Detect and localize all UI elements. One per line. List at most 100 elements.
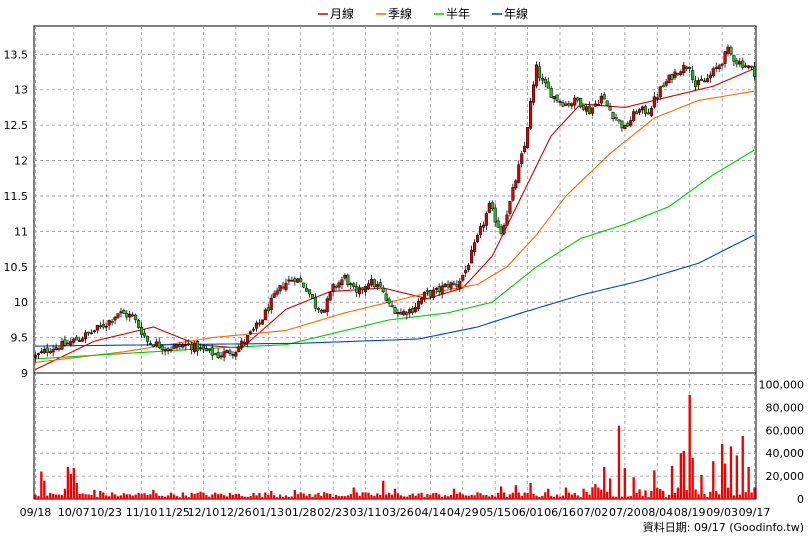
volume-bar [653, 470, 656, 499]
candle-body [455, 284, 459, 287]
candle-body [667, 75, 671, 84]
volume-bar [355, 492, 358, 499]
candle-body [366, 283, 371, 289]
volume-bar [107, 496, 111, 499]
volume-bar [196, 493, 199, 499]
volume-bar [258, 492, 261, 499]
candle-body [443, 283, 447, 288]
price-tick-label: 13 [14, 84, 28, 97]
candle-body [166, 348, 170, 351]
candle-body [384, 293, 388, 301]
candle-body [378, 282, 382, 287]
candle-body [643, 106, 648, 114]
volume-bar [387, 492, 391, 499]
candle-body [254, 322, 259, 329]
volume-bar [267, 495, 270, 499]
candle-body [275, 290, 279, 295]
volume-bar [676, 487, 680, 499]
candle-body [723, 51, 727, 64]
candle-body [511, 187, 515, 201]
candle-body [411, 308, 415, 314]
volume-bar [688, 394, 691, 499]
candle-body [86, 331, 91, 334]
candle-body [257, 322, 261, 325]
volume-tick-label: 60,000 [766, 424, 805, 437]
candle-body [664, 81, 668, 86]
candle-body [561, 102, 565, 107]
candle-body [54, 347, 58, 350]
volume-bar [505, 496, 509, 499]
candle-body [614, 117, 618, 120]
volume-bar [741, 436, 744, 499]
candle-body [405, 312, 409, 315]
date-tick-label: 07/02 [577, 506, 609, 519]
candle-body [228, 350, 232, 354]
candle-body [42, 348, 46, 354]
volume-bar [87, 494, 90, 499]
volume-bar [125, 494, 129, 499]
volume-bar [499, 486, 503, 499]
volume-bar [494, 496, 497, 499]
volume-tick-label: 0 [797, 493, 804, 506]
candle-body [331, 284, 335, 292]
volume-bar [219, 493, 223, 499]
volume-bar [299, 492, 302, 499]
candle-body [714, 67, 718, 69]
candle-body [355, 286, 359, 293]
candle-body [702, 80, 706, 83]
volume-bar [252, 492, 255, 499]
volume-bar [364, 492, 367, 499]
volume-bar [508, 494, 512, 499]
candle-body [632, 111, 636, 122]
candle-body [585, 106, 589, 112]
volume-bar [396, 493, 400, 499]
candle-body [181, 344, 185, 348]
candle-body [393, 307, 397, 314]
candle-body [555, 94, 559, 101]
volume-bar [641, 495, 644, 499]
candle-body [461, 274, 465, 281]
candle-body [752, 66, 757, 77]
volume-bar [753, 487, 756, 499]
candle-body [361, 287, 365, 291]
candle-body [296, 278, 300, 283]
candle-body [372, 279, 376, 288]
volume-bar [635, 492, 638, 499]
candle-body [670, 74, 674, 80]
candle-body [499, 226, 503, 234]
volume-bar [467, 495, 470, 499]
volume-bar [673, 493, 677, 499]
volume-bar [738, 494, 741, 499]
volume-bar [715, 491, 718, 499]
candle-body [84, 332, 88, 339]
volume-bar [166, 495, 170, 499]
volume-grid [34, 373, 756, 499]
candle-body [269, 297, 273, 310]
price-tick-label: 11.5 [4, 190, 29, 203]
volume-bar [84, 494, 87, 499]
volume-bar [656, 487, 659, 499]
volume-bar [476, 492, 479, 499]
candle-body [676, 73, 680, 76]
candle-body [63, 339, 67, 346]
volume-bar [181, 492, 184, 499]
candle-body [128, 313, 132, 318]
candle-body [125, 313, 129, 318]
volume-bar [541, 495, 544, 499]
candle-body [349, 283, 353, 286]
date-tick-label: 11/25 [158, 506, 190, 519]
volume-bar [60, 495, 64, 499]
volume-bar [222, 495, 226, 499]
volume-bar [703, 493, 706, 499]
candle-body [69, 341, 73, 346]
volume-bar [146, 495, 149, 499]
volume-bar [558, 496, 562, 499]
volume-bar [187, 497, 190, 499]
legend: 月線 季線 半年 年線 [318, 6, 528, 21]
volume-bar [281, 496, 285, 499]
volume-bar [302, 493, 305, 499]
candle-body [293, 278, 297, 282]
volume-bar [594, 484, 597, 499]
volume-bar [729, 446, 733, 499]
volume-plot-frame [33, 372, 757, 500]
